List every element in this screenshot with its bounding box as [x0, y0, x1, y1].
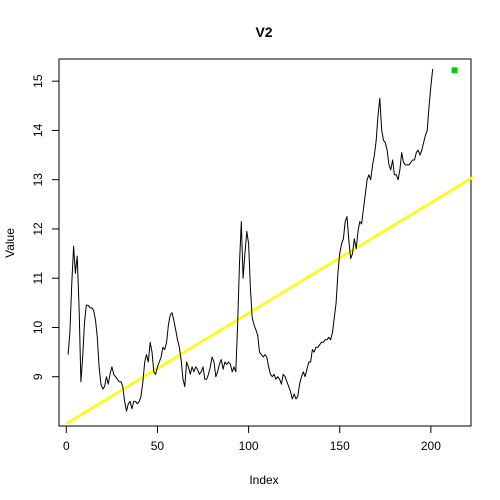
x-tick-label: 200 — [421, 439, 441, 453]
y-axis-label: Value — [3, 228, 17, 258]
trend-layer — [65, 176, 474, 425]
y-tick-label: 15 — [31, 74, 45, 88]
series-line-1 — [67, 68, 434, 412]
y-tick-label: 11 — [31, 272, 45, 285]
y-tick-label: 14 — [31, 123, 45, 137]
y-tick-label: 10 — [31, 320, 45, 334]
trend-line — [65, 176, 474, 425]
chart-title: V2 — [255, 24, 272, 40]
marker-layer — [451, 67, 458, 74]
x-tick-label: 50 — [151, 439, 165, 453]
x-tick-label: 0 — [63, 439, 70, 453]
series-layer — [67, 68, 434, 412]
highlight-point-marker — [451, 67, 458, 74]
y-tick-label: 9 — [31, 373, 45, 380]
y-axis: 9 10 11 12 13 14 15 — [31, 74, 60, 380]
x-tick-label: 100 — [239, 439, 259, 453]
x-axis: 0 50 100 150 200 — [63, 425, 441, 453]
x-axis-label: Index — [249, 473, 278, 487]
y-tick-label: 13 — [31, 173, 45, 187]
plot-area-frame — [58, 58, 472, 427]
x-tick-label: 150 — [330, 439, 350, 453]
y-tick-label: 12 — [31, 222, 45, 236]
